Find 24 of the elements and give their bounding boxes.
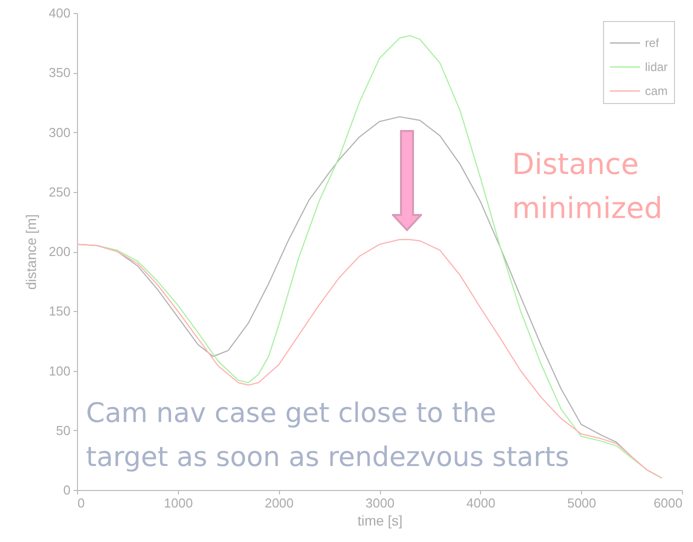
- annotation: Cam nav case get close to the target as soon as rendezvous starts: [86, 397, 570, 475]
- x-tick-label: 0: [78, 496, 85, 510]
- y-tick-label: 350: [48, 65, 70, 80]
- x-tick-label: 1000: [164, 496, 193, 510]
- line-series: [76, 239, 662, 479]
- x-tick-label: 5000: [567, 496, 596, 510]
- annotation: Distance minimized: [512, 146, 664, 227]
- y-tick-label: 300: [48, 124, 70, 140]
- y-tick-label: 400: [48, 6, 70, 20]
- y-tick-label: 150: [48, 304, 70, 319]
- x-tick-label: 6000: [654, 496, 682, 510]
- x-tick-label: 2000: [264, 496, 294, 510]
- y-tick-label: 200: [48, 244, 70, 259]
- y-axis-title: distance [m]: [22, 214, 39, 290]
- legend-label: lidar: [645, 60, 668, 74]
- legend-label: ref: [645, 36, 660, 50]
- x-tick-label: 4000: [466, 496, 496, 510]
- legend-label: cam: [645, 84, 668, 98]
- y-tick-label: 250: [48, 184, 70, 200]
- y-tick-label: 100: [48, 363, 70, 378]
- y-tick-label: 0: [63, 482, 70, 498]
- x-tick-label: 3000: [366, 496, 394, 510]
- y-tick-label: 50: [56, 422, 70, 438]
- x-axis-title: time [s]: [357, 512, 403, 528]
